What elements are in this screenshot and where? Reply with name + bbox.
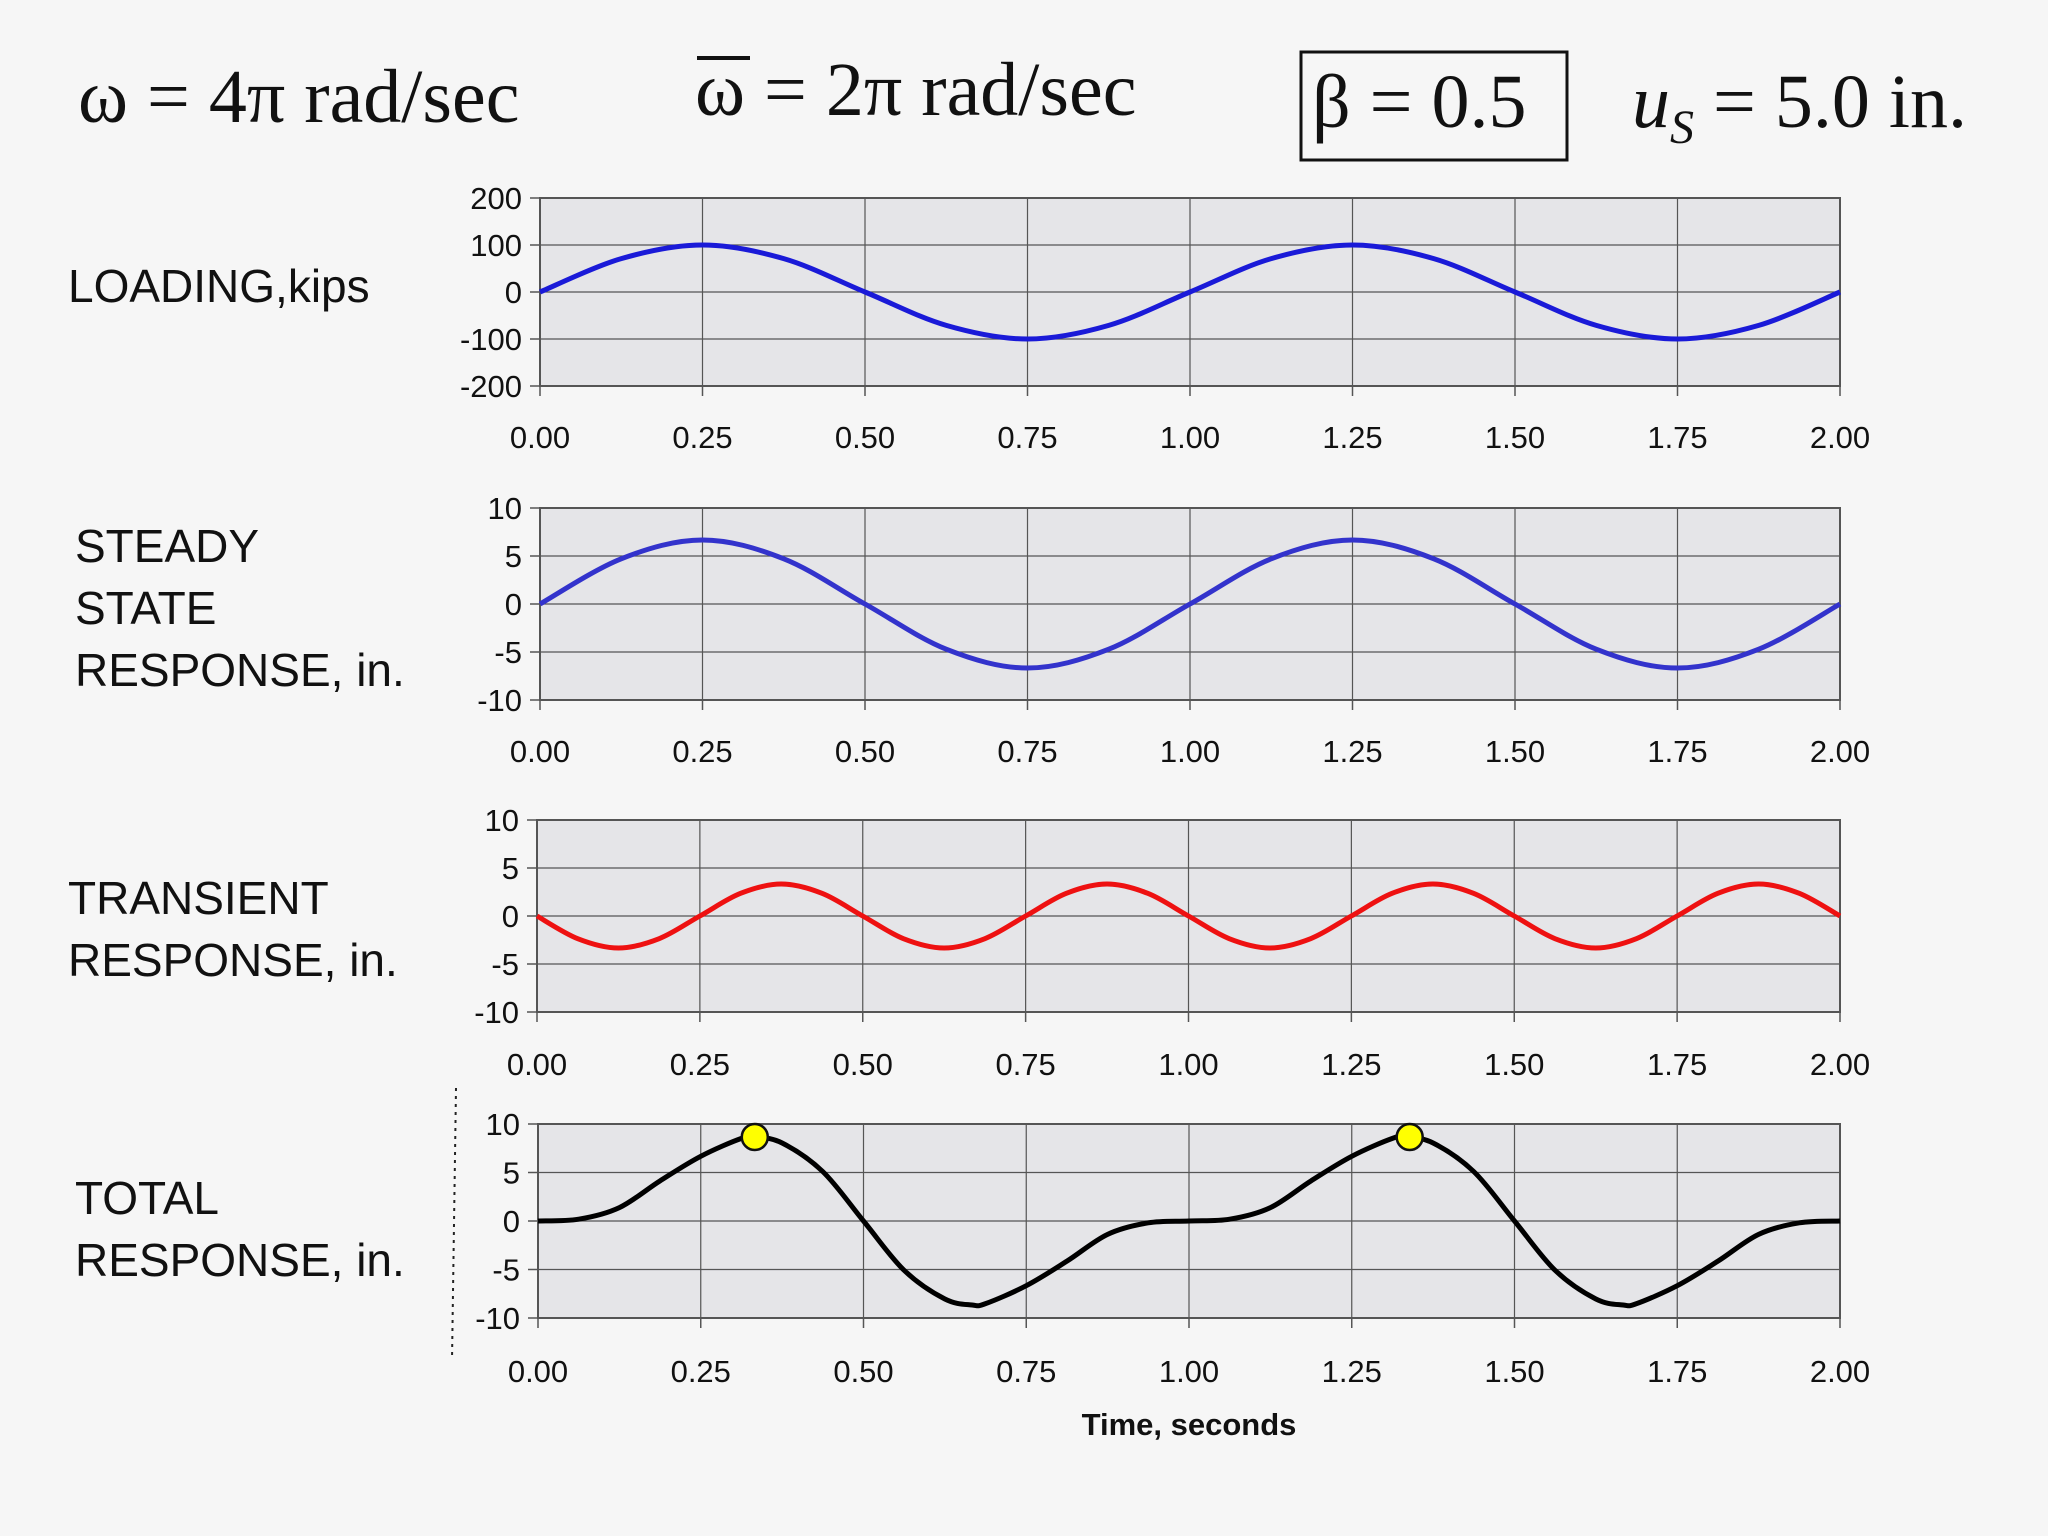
- y-tick-label: 10: [485, 803, 519, 838]
- x-tick-label: 1.25: [1321, 1047, 1381, 1082]
- chart-label-line: RESPONSE, in.: [68, 934, 398, 986]
- x-tick-label: 0.50: [833, 1047, 893, 1082]
- header: ω = 4π rad/sec ω = 2π rad/sec β = 0.5 uS…: [78, 48, 1967, 162]
- x-tick-label: 1.50: [1485, 420, 1545, 455]
- omega-bar-rest: = 2π rad/sec: [745, 48, 1136, 132]
- x-tick-label: 1.50: [1484, 1047, 1544, 1082]
- series-line-steady: [538, 537, 1842, 671]
- x-tick-label: 1.75: [1647, 420, 1707, 455]
- x-tick-label: 1.00: [1158, 1047, 1218, 1082]
- chart-label-line: TOTAL: [75, 1172, 219, 1224]
- x-tick-label: 1.50: [1484, 1354, 1544, 1389]
- y-tick-label: -5: [494, 635, 522, 670]
- y-tick-label: -10: [477, 683, 522, 718]
- x-axis-label: Time, seconds: [1082, 1407, 1297, 1442]
- us-formula: uS = 5.0 in.: [1632, 60, 1967, 154]
- omega-bar-formula: ω = 2π rad/sec: [695, 48, 1136, 132]
- chart-label-line: RESPONSE, in.: [75, 1234, 405, 1286]
- chart-label-line: STATE: [75, 582, 216, 634]
- peak-marker: [1395, 1122, 1424, 1152]
- chart-label-line: RESPONSE, in.: [75, 644, 405, 696]
- x-tick-label: 0.25: [672, 734, 732, 769]
- x-tick-label: 0.50: [835, 734, 895, 769]
- x-tick-label: 1.75: [1647, 734, 1707, 769]
- x-tick-label: 1.25: [1322, 734, 1382, 769]
- y-tick-label: 5: [502, 851, 519, 886]
- peak-marker: [740, 1122, 770, 1152]
- y-tick-label: -100: [460, 322, 522, 357]
- chart-loading: 200 100 0 -100 -200 0.00 0.25 0.50 0.75 1.00 1.25 1…: [68, 181, 1870, 455]
- x-tick-label: 2.00: [1810, 1047, 1870, 1082]
- y-tick-label: -10: [474, 995, 519, 1030]
- y-tick-label: 0: [505, 275, 522, 310]
- x-tick-label: 0.00: [510, 420, 570, 455]
- chart-total: 10 5 0 -5 -10 0.00 0.25 0.50 0.75 1.00 1.25 1.50 1.7…: [75, 1107, 1870, 1442]
- y-tick-label: 200: [470, 181, 522, 216]
- x-tick-label: 1.75: [1647, 1354, 1707, 1389]
- x-tick-label: 0.00: [507, 1047, 567, 1082]
- y-tick-label: 0: [502, 899, 519, 934]
- x-tick-label: 0.25: [670, 1047, 730, 1082]
- chart-label-line: STEADY: [75, 520, 259, 572]
- chart-label-line: LOADING,kips: [68, 260, 370, 312]
- x-tick-label: 0.75: [996, 1354, 1056, 1389]
- y-tick-label: 0: [505, 587, 522, 622]
- omega-bar-symbol: ω: [695, 48, 745, 132]
- chart-transient: 10 5 0 -5 -10 0.00 0.25 0.50 0.75 1.00 1.25 1.50 1.7…: [68, 803, 1870, 1082]
- omega-formula: ω = 4π rad/sec: [78, 55, 519, 139]
- x-tick-label: 0.50: [835, 420, 895, 455]
- x-tick-label: 0.00: [508, 1354, 568, 1389]
- y-tick-label: -10: [475, 1301, 520, 1336]
- x-tick-label: 1.75: [1647, 1047, 1707, 1082]
- x-tick-label: 0.75: [997, 734, 1057, 769]
- beta-formula: β = 0.5: [1312, 60, 1527, 144]
- series-line-transient: [535, 881, 1842, 951]
- x-tick-label: 2.00: [1810, 420, 1870, 455]
- x-tick-label: 0.25: [671, 1354, 731, 1389]
- us-subscript: S: [1670, 101, 1694, 154]
- y-tick-label: -5: [491, 947, 519, 982]
- x-tick-label: 1.50: [1485, 734, 1545, 769]
- x-tick-label: 1.25: [1322, 1354, 1382, 1389]
- x-tick-label: 1.00: [1160, 734, 1220, 769]
- x-tick-label: 0.75: [997, 420, 1057, 455]
- y-tick-label: 5: [503, 1156, 520, 1191]
- x-tick-label: 0.25: [672, 420, 732, 455]
- series-line-loading: [539, 242, 1841, 342]
- y-tick-label: -200: [460, 369, 522, 404]
- x-tick-label: 2.00: [1810, 734, 1870, 769]
- y-tick-label: 10: [486, 1107, 520, 1142]
- y-tick-label: 100: [470, 228, 522, 263]
- x-tick-label: 0.50: [833, 1354, 893, 1389]
- beta-box: [1299, 50, 1569, 162]
- y-tick-label: 0: [503, 1204, 520, 1239]
- chart-label-line: TRANSIENT: [68, 872, 329, 924]
- us-symbol: u: [1632, 60, 1670, 144]
- x-tick-label: 0.00: [510, 734, 570, 769]
- y-tick-label: 10: [488, 491, 522, 526]
- x-tick-label: 2.00: [1810, 1354, 1870, 1389]
- y-tick-label: -5: [492, 1253, 520, 1288]
- y-tick-label: 5: [505, 539, 522, 574]
- x-tick-label: 0.75: [995, 1047, 1055, 1082]
- dotted-edge-line: [451, 1087, 457, 1361]
- us-value: = 5.0 in.: [1694, 60, 1967, 144]
- x-tick-label: 1.25: [1322, 420, 1382, 455]
- x-tick-label: 1.00: [1159, 1354, 1219, 1389]
- x-tick-label: 1.00: [1160, 420, 1220, 455]
- chart-steady-state: 10 5 0 -5 -10 0.00 0.25 0.50 0.75 1.00 1.25 1.50 1.7…: [75, 491, 1870, 769]
